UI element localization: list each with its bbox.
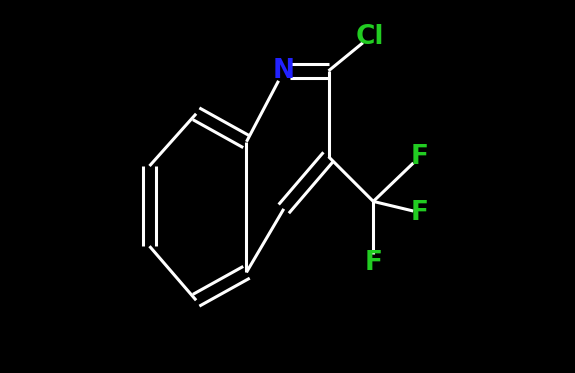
Text: N: N <box>273 58 295 84</box>
Text: F: F <box>411 144 429 170</box>
Text: F: F <box>411 200 429 226</box>
Text: F: F <box>365 250 382 276</box>
Text: Cl: Cl <box>355 24 384 50</box>
